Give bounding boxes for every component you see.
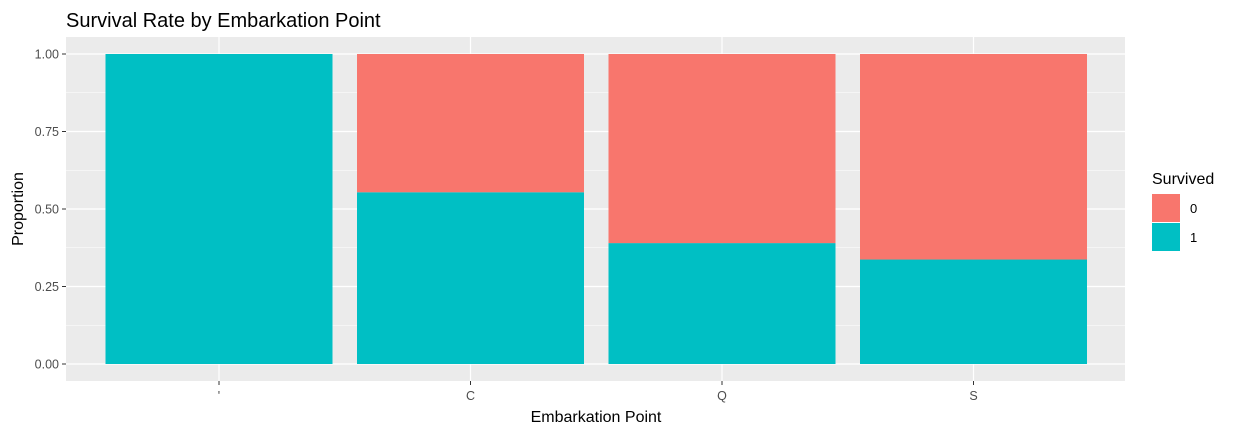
x-tick-label: ' (218, 389, 220, 403)
x-axis-title: Embarkation Point (531, 409, 662, 426)
x-tick-label: Q (717, 389, 727, 403)
y-tick-label: 1.00 (35, 48, 59, 62)
y-tick-label: 0.25 (35, 280, 59, 294)
y-tick-label: 0.00 (35, 358, 59, 372)
bar-segment-q-survived-0 (608, 54, 836, 244)
legend-key-0 (1152, 194, 1180, 222)
bar-segment-c-survived-1 (357, 192, 584, 364)
y-axis-title: Proportion (10, 172, 27, 246)
bars (105, 54, 1087, 364)
y-axis: 0.00 0.25 0.50 0.75 1.00 (35, 48, 66, 372)
bar-segment-q-survived-1 (608, 243, 836, 364)
bar-segment-c-survived-0 (357, 54, 584, 193)
legend-label-0: 0 (1190, 201, 1197, 216)
legend-label-1: 1 (1190, 230, 1197, 245)
chart-title: Survival Rate by Embarkation Point (66, 10, 381, 32)
legend-title: Survived (1152, 171, 1214, 188)
bar-segment-s-survived-0 (860, 54, 1087, 260)
x-tick-label: S (969, 389, 977, 403)
legend: Survived 0 1 (1152, 171, 1214, 251)
bar-segment-blank-survived-1 (105, 54, 333, 364)
legend-key-1 (1152, 223, 1180, 251)
x-axis: ' C Q S (218, 381, 978, 403)
y-tick-label: 0.50 (35, 203, 59, 217)
bar-segment-s-survived-1 (860, 259, 1087, 364)
x-tick-label: C (466, 389, 475, 403)
y-tick-label: 0.75 (35, 125, 59, 139)
